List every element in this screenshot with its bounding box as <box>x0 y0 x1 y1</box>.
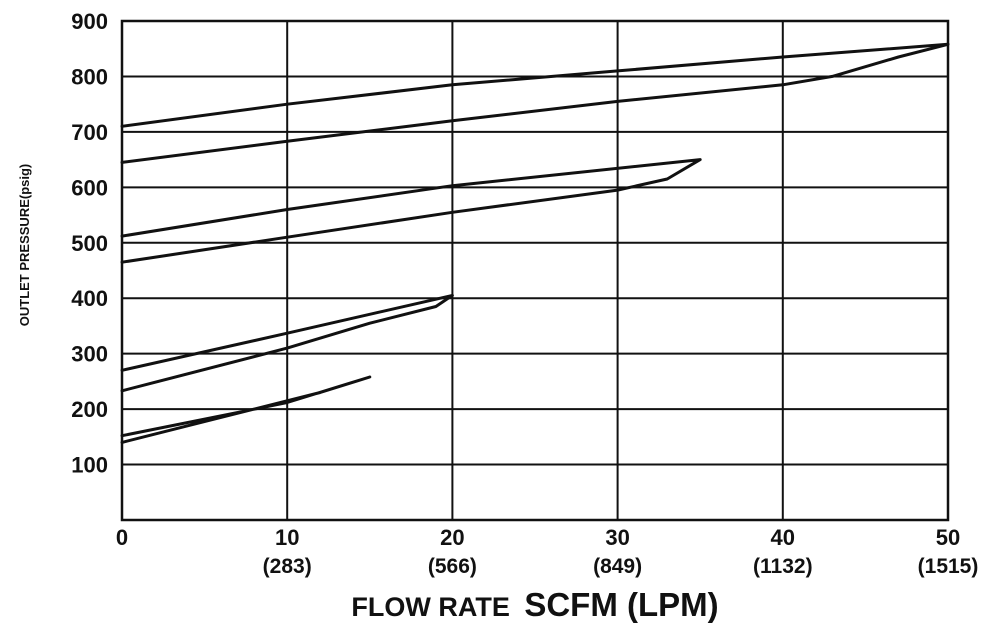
y-tick-labels: 100 200 300 400 500 600 700 800 900 <box>71 9 108 478</box>
x-tick-sublabel: (1515) <box>918 555 979 578</box>
x-tick-labels: 0 10 (283) 20 (566) 30 (849) 40 (1132) 50 (1515) <box>116 525 978 578</box>
y-tick-label: 400 <box>71 286 108 311</box>
x-tick-sublabel: (566) <box>428 555 477 578</box>
x-tick-label: 50 <box>936 525 960 550</box>
x-tick-sublabel: (849) <box>593 555 642 578</box>
plot-frame <box>120 19 950 522</box>
y-tick-label: 200 <box>71 397 108 422</box>
x-tick-sublabel: (283) <box>263 555 312 578</box>
y-axis-label: OUTLET PRESSURE(psig) <box>17 164 32 327</box>
series-group <box>120 42 950 444</box>
x-tick-sublabel: (1132) <box>753 555 813 578</box>
y-tick-label: 800 <box>71 64 108 89</box>
x-axis-label: FLOW RATE SCFM (LPM) <box>351 586 718 623</box>
series-line-4 <box>120 42 950 164</box>
grid-lines <box>121 20 949 520</box>
y-tick-label: 600 <box>71 175 108 200</box>
series-line-2 <box>120 293 454 393</box>
series-line-1 <box>120 375 372 444</box>
x-tick-label: 20 <box>440 525 464 550</box>
x-tick-label: 10 <box>275 525 299 550</box>
x-tick-label: 0 <box>116 525 128 550</box>
y-tick-label: 300 <box>71 342 108 367</box>
y-tick-label: 700 <box>71 120 108 145</box>
x-tick-label: 30 <box>605 525 629 550</box>
series-line-3 <box>120 158 702 264</box>
y-tick-label: 500 <box>71 231 108 256</box>
x-tick-label: 40 <box>771 525 795 550</box>
y-tick-label: 900 <box>71 9 108 34</box>
y-tick-label: 100 <box>71 453 108 478</box>
x-axis-label-units: SCFM (LPM) <box>524 586 718 623</box>
x-axis-label-main: FLOW RATE <box>351 592 509 622</box>
